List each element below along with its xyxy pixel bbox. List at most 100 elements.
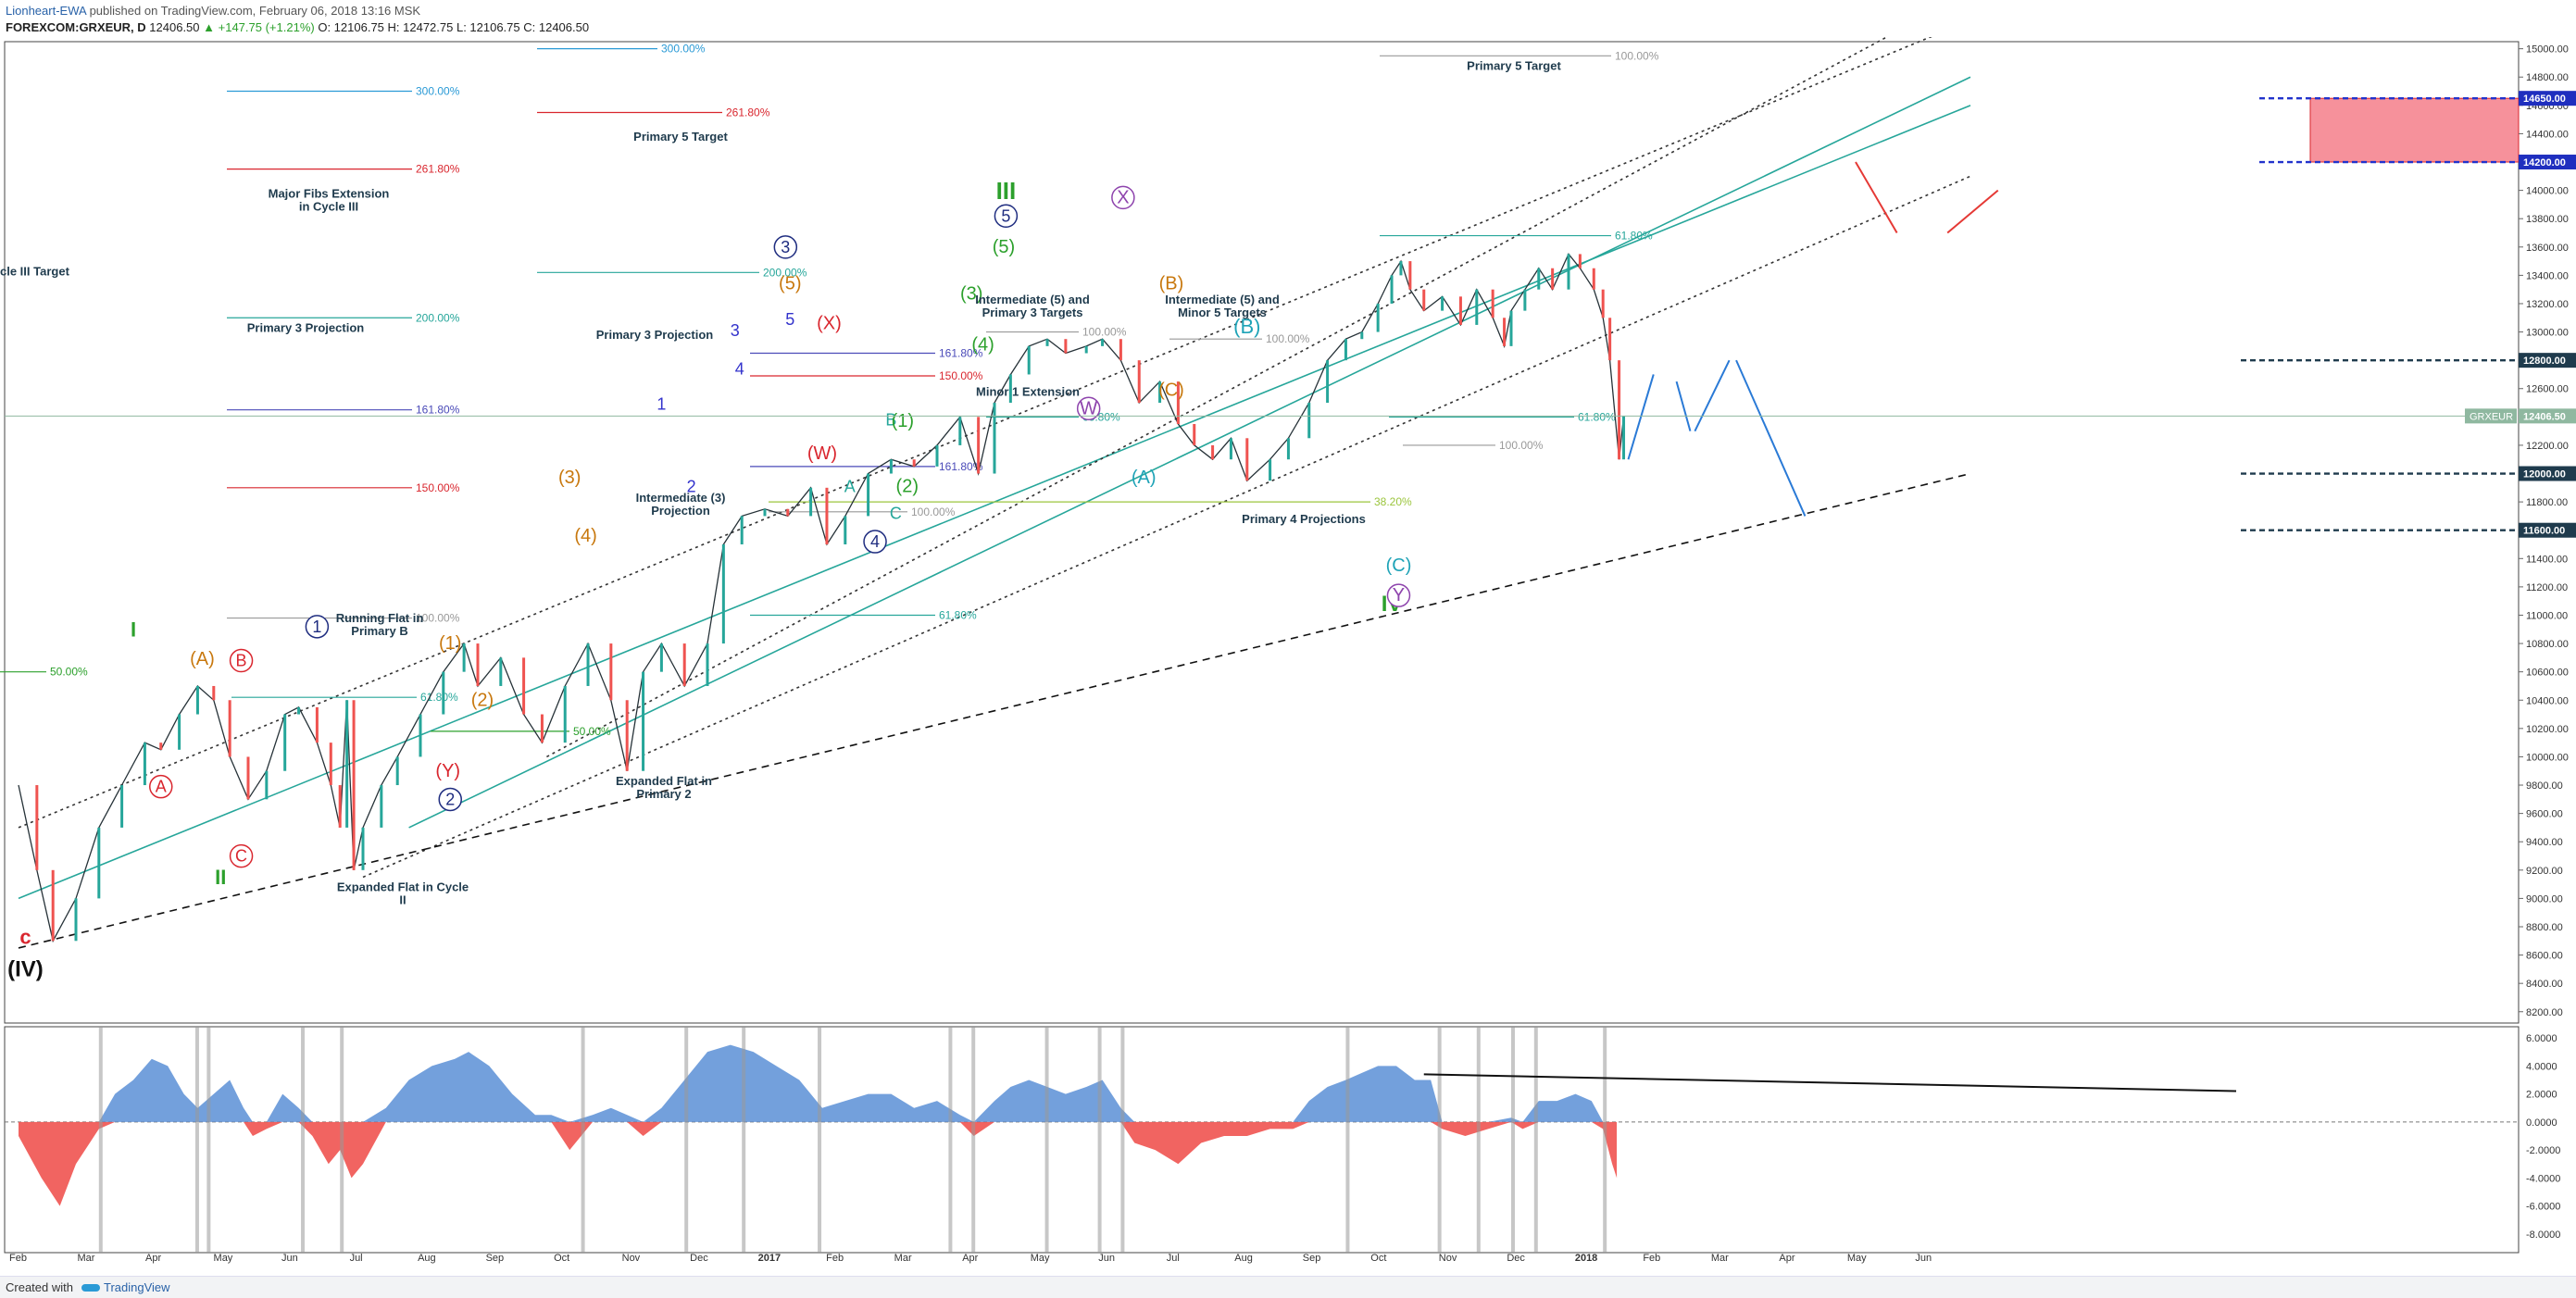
wave-label: (C) — [1158, 380, 1184, 400]
oscillator-separator — [340, 1027, 344, 1253]
oscillator-separator — [684, 1027, 689, 1253]
price-axis-label: 8600.00 — [2526, 951, 2563, 962]
price-candle — [338, 785, 342, 828]
fib-level-label: 300.00% — [416, 85, 460, 98]
chart-annotation: in Cycle III — [299, 199, 358, 213]
wave-label: 4 — [870, 532, 880, 551]
fib-level-label: 161.80% — [939, 460, 983, 473]
time-axis-label: Mar — [78, 1253, 95, 1264]
price-candle — [97, 827, 101, 899]
wave-label-circle — [994, 204, 1019, 229]
chart-annotation: Primary 2 — [636, 787, 691, 801]
price-candle — [1344, 339, 1347, 361]
chart-annotation: Minor 1 Extension — [976, 384, 1080, 398]
price-axis-label: 9000.00 — [2526, 893, 2563, 905]
fib-level-label: 61.80% — [420, 691, 458, 704]
price-candle — [462, 643, 466, 672]
wave-label: (Y) — [435, 761, 460, 781]
price-candle — [419, 714, 422, 757]
price-candle — [1503, 318, 1507, 346]
projection-arrow — [1694, 359, 1731, 432]
price-axis-label: 8400.00 — [2526, 979, 2563, 990]
wave-label-circle — [1076, 396, 1101, 421]
price-axis-label: 13400.00 — [2526, 270, 2569, 281]
published-text: published on TradingView.com, February 0… — [89, 4, 421, 18]
price-axis-label: 10200.00 — [2526, 724, 2569, 735]
price-candle — [329, 743, 332, 786]
price-candle — [786, 508, 790, 517]
fib-level-label: 161.80% — [416, 404, 460, 417]
oscillator-separator — [98, 1027, 103, 1253]
price-candle — [1326, 360, 1330, 404]
wave-label: II — [215, 866, 226, 889]
price-candle — [1360, 331, 1364, 340]
time-axis-label: Dec — [690, 1253, 708, 1264]
fib-level-label: 261.80% — [726, 106, 770, 119]
wave-label: (2) — [896, 476, 919, 496]
price-candle — [178, 714, 181, 750]
price-tag-box — [2519, 353, 2576, 368]
price-candle — [499, 657, 503, 686]
symbol-name: FOREXCOM:GRXEUR, D — [6, 20, 146, 34]
tradingview-link[interactable]: TradingView — [104, 1280, 170, 1294]
oscillator-separator — [1511, 1027, 1515, 1253]
author-link[interactable]: Lionheart-EWA — [6, 4, 86, 18]
oscillator-separator — [194, 1027, 199, 1253]
wave-label-circle — [1111, 185, 1135, 210]
oscillator-separator — [1120, 1027, 1125, 1253]
fib-level-label: 61.80% — [939, 608, 977, 621]
tradingview-logo-icon — [81, 1284, 100, 1292]
price-candle — [958, 417, 962, 445]
time-axis-label: Aug — [1234, 1253, 1253, 1264]
wave-label: 2 — [445, 790, 455, 808]
price-candle — [1601, 289, 1605, 318]
wave-label: III — [996, 177, 1017, 205]
price-tag-box — [2519, 155, 2576, 170]
chart-annotation: Primary 3 Projection — [247, 321, 364, 335]
price-axis-label: 10800.00 — [2526, 639, 2569, 650]
price-candle — [1193, 423, 1196, 445]
oscillator-negative-area — [19, 1121, 1618, 1206]
fib-level-label: 261.80% — [416, 163, 460, 176]
wave-label: (3) — [558, 468, 581, 488]
wave-label: I — [131, 618, 136, 641]
chart-annotation: Running Flat in — [336, 611, 424, 625]
channel-upper-dotted — [18, 19, 1971, 829]
time-axis-label: Nov — [1439, 1253, 1457, 1264]
channel-mid-dotted — [362, 175, 1971, 879]
time-axis-label: Jun — [281, 1253, 298, 1264]
oscillator-separator — [1044, 1027, 1049, 1253]
projection-arrow — [1735, 359, 1807, 517]
target-arrow — [1946, 189, 1999, 234]
oscillator-separator — [1437, 1027, 1442, 1253]
fib-level-label: 300.00% — [661, 43, 706, 56]
wave-label: C — [235, 847, 247, 866]
time-axis-label: May — [1031, 1253, 1050, 1264]
fib-level-label: 61.80% — [1615, 230, 1653, 243]
price-candle — [867, 473, 870, 517]
price-candle — [345, 700, 349, 828]
price-candle — [1119, 339, 1122, 361]
price-candle — [1441, 296, 1444, 311]
price-axis-label: 12600.00 — [2526, 384, 2569, 395]
chart-annotation: cle III Target — [0, 264, 70, 278]
fib-level-label: 100.00% — [1499, 439, 1544, 452]
price-candle — [442, 671, 445, 715]
wave-label: 1 — [657, 395, 666, 414]
price-axis-label: 9200.00 — [2526, 866, 2563, 877]
price-candle — [297, 706, 301, 715]
wave-label: 3 — [731, 321, 740, 340]
price-axis-label: 9400.00 — [2526, 837, 2563, 848]
wave-label: (IV) — [7, 957, 44, 982]
fib-level-label: 100.00% — [1266, 332, 1310, 345]
channel-teal-2 — [408, 76, 1971, 829]
price-axis-label: 11000.00 — [2526, 610, 2568, 621]
price-candle — [1084, 345, 1088, 354]
time-axis-label: Oct — [554, 1253, 569, 1264]
time-axis-label: Apr — [1779, 1253, 1794, 1264]
chart-annotation: Expanded Flat in Cycle — [337, 880, 469, 894]
fib-level-label: 200.00% — [416, 311, 460, 324]
fib-level-label: 150.00% — [939, 369, 983, 382]
